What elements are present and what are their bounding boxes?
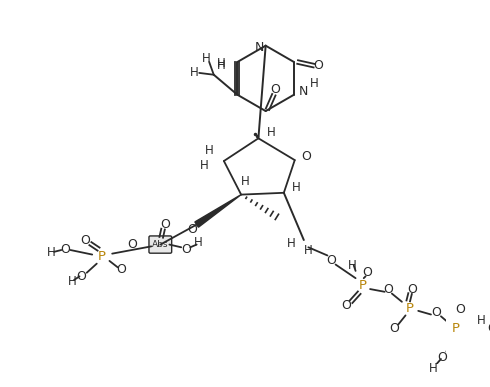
FancyBboxPatch shape: [149, 236, 172, 253]
Text: H: H: [310, 77, 318, 90]
Text: O: O: [363, 266, 372, 279]
Text: O: O: [270, 83, 281, 96]
Text: O: O: [455, 303, 465, 317]
Text: H: H: [217, 57, 225, 70]
Text: O: O: [432, 306, 441, 319]
Text: N: N: [255, 41, 264, 54]
Text: O: O: [60, 243, 70, 255]
Text: Abs: Abs: [152, 240, 169, 249]
Text: H: H: [347, 259, 356, 272]
Text: P: P: [406, 301, 414, 315]
Text: O: O: [187, 223, 197, 236]
Text: O: O: [76, 270, 86, 283]
Text: O: O: [437, 351, 447, 364]
Text: O: O: [342, 299, 351, 312]
Text: O: O: [383, 283, 393, 296]
Text: P: P: [98, 250, 105, 263]
Text: N: N: [298, 85, 308, 98]
Text: H: H: [202, 52, 211, 65]
Text: H: H: [287, 237, 295, 250]
Text: H: H: [292, 181, 301, 194]
Text: O: O: [127, 238, 137, 251]
Text: O: O: [389, 322, 399, 335]
Text: O: O: [116, 264, 126, 276]
Text: H: H: [68, 275, 76, 288]
Text: O: O: [326, 253, 336, 267]
Text: P: P: [359, 279, 367, 292]
Text: H: H: [241, 175, 250, 188]
Text: H: H: [428, 361, 437, 375]
Text: H: H: [217, 59, 225, 72]
Text: H: H: [267, 127, 275, 139]
Text: H: H: [199, 159, 208, 172]
Text: O: O: [302, 150, 312, 163]
Text: O: O: [181, 243, 191, 255]
Text: P: P: [451, 322, 460, 335]
Text: H: H: [194, 236, 203, 249]
Text: H: H: [205, 144, 214, 157]
Polygon shape: [195, 195, 241, 227]
Text: O: O: [80, 233, 90, 247]
Text: O: O: [407, 283, 417, 296]
Text: H: H: [190, 67, 198, 79]
Text: O: O: [160, 218, 170, 231]
Text: H: H: [477, 314, 485, 327]
Text: O: O: [487, 322, 490, 335]
Text: H: H: [304, 245, 313, 257]
Text: O: O: [314, 59, 323, 72]
Text: H: H: [47, 246, 56, 259]
